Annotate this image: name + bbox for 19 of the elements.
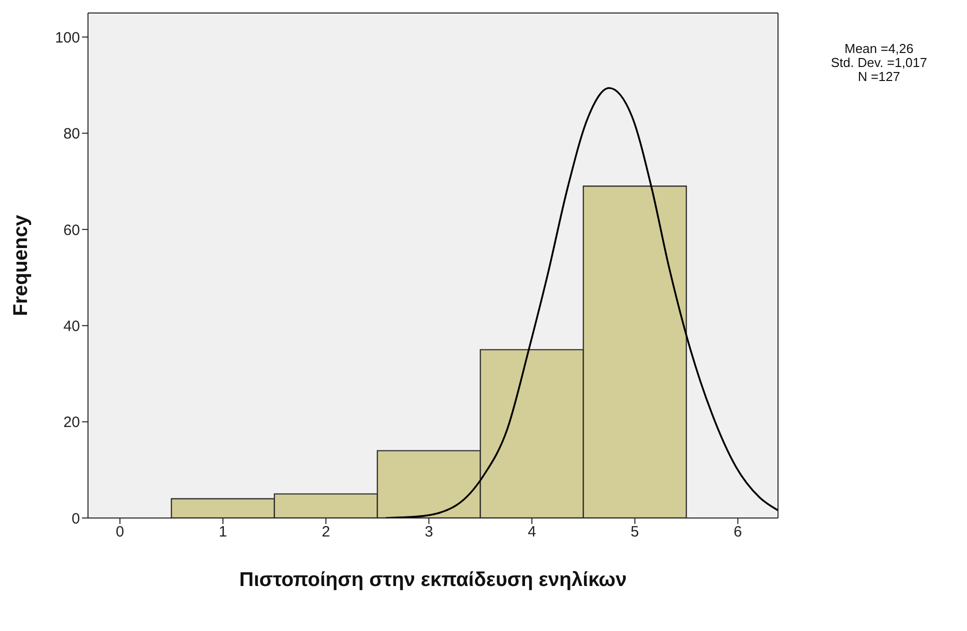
text: Std. Dev. =1,017: [830, 55, 928, 70]
y-axis-title: Frequency: [10, 214, 32, 316]
x-tick-label: 3: [424, 524, 434, 541]
x-tick-label: 1: [218, 524, 228, 541]
y-tick-label: 0: [72, 510, 80, 528]
x-tick-label: 2: [322, 524, 330, 541]
text: Mean =4,26: [843, 41, 915, 56]
text: N =127: [856, 69, 902, 84]
y-tick-label: 60: [63, 222, 80, 239]
x-axis-title: Πιστοποίηση στην εκπαίδευση ενηλίκων: [239, 569, 627, 591]
line-series: [384, 87, 778, 518]
y-tick-label: 40: [63, 318, 80, 335]
y-tick-label: 80: [63, 126, 80, 143]
x-tick-label: 4: [528, 524, 536, 541]
y-tick-label: 20: [63, 414, 80, 432]
x-tick-label: 6: [734, 524, 742, 541]
x-tick-label: 5: [630, 524, 640, 541]
x-tick-label: 0: [116, 524, 124, 541]
y-tick-label: 100: [54, 29, 80, 46]
